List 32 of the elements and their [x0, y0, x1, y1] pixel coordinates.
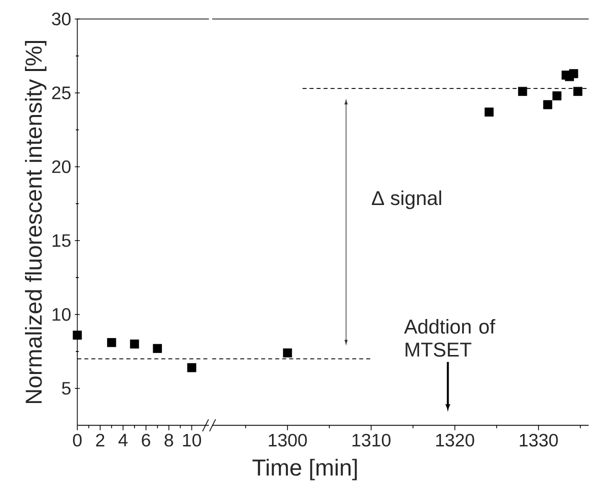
x-tick-label: 0 [73, 434, 82, 447]
point [552, 91, 562, 100]
x-tick-label: 1330 [520, 434, 558, 447]
y-axis-title: Normalized fluorescent intensity [%] [24, 41, 46, 404]
point [569, 69, 578, 78]
point [72, 330, 82, 340]
point [187, 363, 196, 372]
x-tick-label: 2 [96, 434, 104, 446]
point [573, 86, 582, 96]
y-tick-label: 15 [52, 234, 71, 247]
point [543, 100, 552, 110]
y-tick-label: 20 [52, 160, 71, 174]
y-tick-label: 25 [52, 86, 71, 100]
y-tick-label: 30 [52, 12, 71, 26]
point [484, 108, 494, 117]
y-tick-label: 5 [62, 382, 71, 395]
point [283, 348, 292, 358]
x-tick-label: 1320 [436, 434, 474, 447]
x-axis-title: Time [min] [252, 458, 357, 480]
x-tick-label: 8 [164, 434, 174, 447]
point [518, 86, 528, 96]
annotation: Addtion of MTSET [404, 319, 496, 357]
annotation: Δ signal [372, 190, 442, 210]
x-tick-label: 10 [183, 434, 202, 447]
point [130, 340, 140, 349]
x-tick-label: 1300 [268, 434, 307, 447]
x-tick-label: 1310 [352, 434, 390, 447]
point [152, 344, 162, 353]
point [107, 338, 116, 348]
x-tick-label: 6 [142, 434, 150, 447]
y-tick-label: 10 [52, 308, 71, 321]
x-tick-label: 4 [118, 434, 128, 446]
